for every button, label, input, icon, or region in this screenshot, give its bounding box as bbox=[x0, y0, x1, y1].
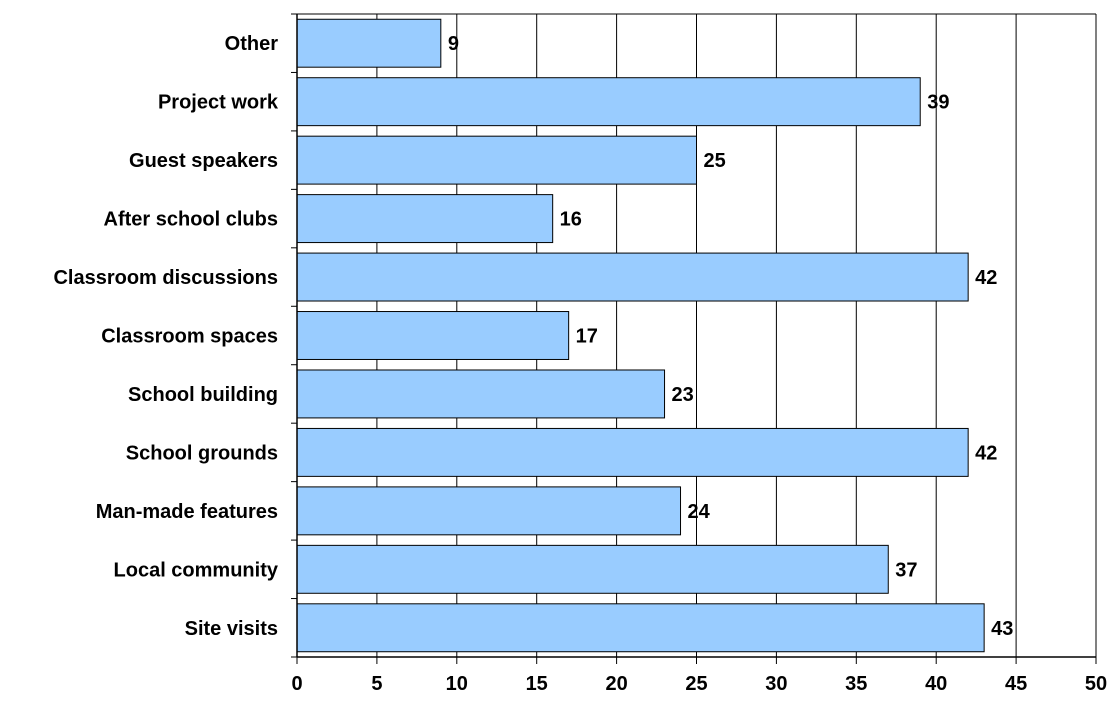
x-tick-label: 25 bbox=[685, 673, 707, 695]
x-tick-label: 5 bbox=[371, 673, 382, 695]
bar-classroom-spaces bbox=[296, 311, 570, 360]
category-labels: Other Project work Guest speakers After sch… bbox=[53, 33, 278, 640]
category-label: Other bbox=[225, 33, 279, 55]
bar-local-community bbox=[296, 544, 889, 594]
x-tick-label: 30 bbox=[765, 673, 787, 695]
category-label: Project work bbox=[158, 92, 279, 114]
bar-after-school-clubs bbox=[296, 194, 554, 244]
x-tick-label: 45 bbox=[1005, 673, 1027, 695]
category-label: Man-made features bbox=[96, 501, 278, 523]
category-label: After school clubs bbox=[104, 209, 278, 231]
data-label: 43 bbox=[991, 618, 1013, 640]
bar-project-work bbox=[296, 77, 921, 127]
bars bbox=[296, 18, 985, 653]
data-label: 42 bbox=[975, 267, 997, 289]
data-label: 42 bbox=[975, 442, 997, 464]
data-label: 24 bbox=[688, 501, 711, 523]
bar-school-building bbox=[296, 369, 666, 419]
category-label: School grounds bbox=[126, 442, 278, 464]
x-tick-label: 50 bbox=[1085, 673, 1107, 695]
x-tick-label: 20 bbox=[605, 673, 627, 695]
category-label: School building bbox=[128, 384, 278, 406]
bar-man-made-features bbox=[296, 486, 682, 536]
bar-site-visits bbox=[296, 603, 985, 653]
data-label: 25 bbox=[704, 150, 726, 172]
data-label: 9 bbox=[448, 33, 459, 55]
x-tick-label: 35 bbox=[845, 673, 867, 695]
x-tick-label: 10 bbox=[446, 673, 468, 695]
data-label: 37 bbox=[895, 559, 917, 581]
bar-other bbox=[296, 18, 442, 68]
x-tick-label: 0 bbox=[291, 673, 302, 695]
data-labels: 9 39 25 16 42 17 23 42 24 37 43 bbox=[448, 33, 1014, 640]
x-tick-label: 15 bbox=[526, 673, 548, 695]
data-label: 16 bbox=[560, 209, 582, 231]
data-label: 23 bbox=[672, 384, 694, 406]
category-label: Site visits bbox=[185, 618, 278, 640]
x-tick-label: 40 bbox=[925, 673, 947, 695]
data-label: 17 bbox=[576, 326, 598, 348]
category-label: Local community bbox=[114, 559, 279, 581]
bar-classroom-discussions bbox=[296, 252, 969, 302]
x-axis-ticks: 0 5 10 15 20 25 30 35 40 45 50 bbox=[291, 657, 1107, 695]
bar-guest-speakers bbox=[296, 135, 697, 185]
category-label: Classroom spaces bbox=[101, 326, 278, 348]
data-label: 39 bbox=[927, 92, 949, 114]
bar-school-grounds bbox=[296, 427, 969, 477]
category-label: Classroom discussions bbox=[53, 267, 278, 289]
category-label: Guest speakers bbox=[129, 150, 278, 172]
